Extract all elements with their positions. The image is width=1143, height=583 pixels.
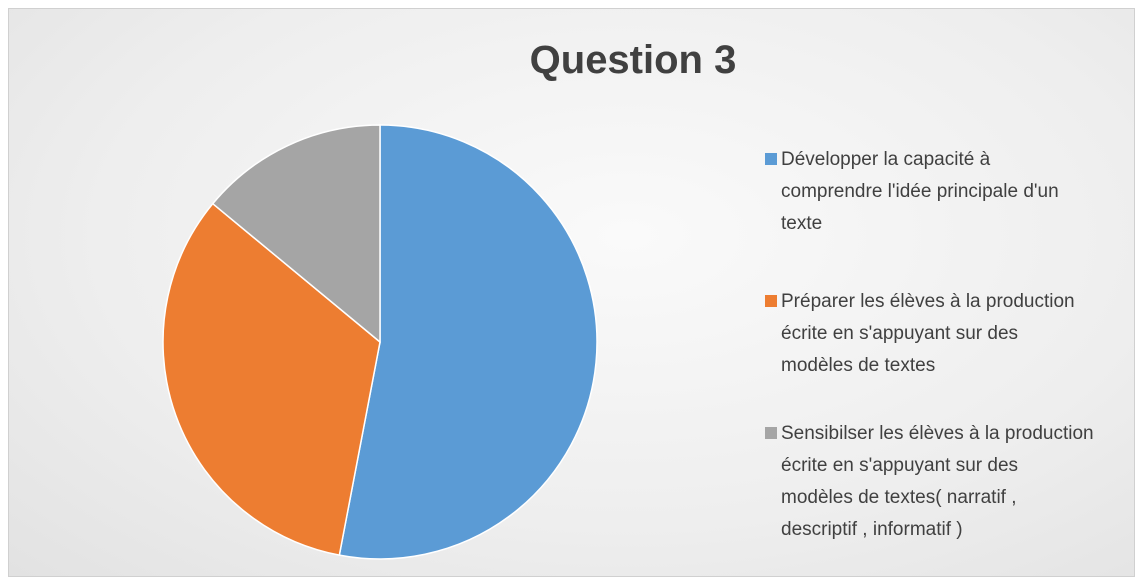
pie-slice xyxy=(162,202,381,557)
legend-swatch xyxy=(765,427,777,439)
legend-label: Développer la capacité à comprendre l'id… xyxy=(781,149,1059,234)
pie-slice xyxy=(211,124,381,344)
legend-swatch xyxy=(765,295,777,307)
legend-label: Préparer les élèves à la production écri… xyxy=(781,291,1075,376)
legend-item: Développer la capacité à comprendre l'id… xyxy=(765,144,1095,240)
legend-swatch xyxy=(765,153,777,165)
pie-slice xyxy=(338,124,598,560)
chart-title: Question 3 xyxy=(529,38,737,82)
legend-label: Sensibilser les élèves à la production é… xyxy=(781,423,1094,540)
legend-item: Sensibilser les élèves à la production é… xyxy=(765,418,1095,546)
legend-item: Préparer les élèves à la production écri… xyxy=(765,286,1095,382)
